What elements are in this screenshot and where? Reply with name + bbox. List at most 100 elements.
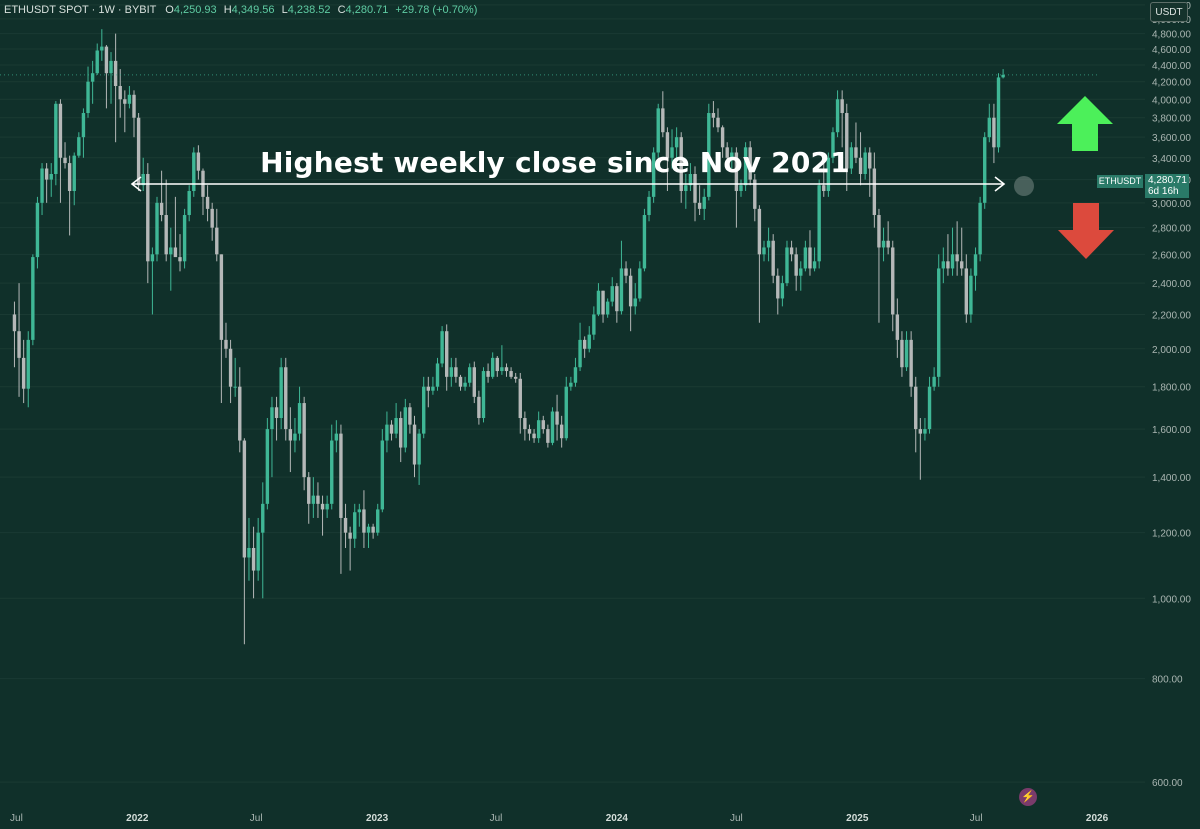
candle [831,127,835,164]
candle-body [881,240,886,248]
candle [17,283,21,397]
candle-body [408,407,412,425]
annotation-text: Highest weekly close since Nov 2021 [260,146,850,179]
candle-body [412,424,417,465]
candle-body [490,357,495,377]
candle-body [711,113,716,118]
candle [109,52,113,104]
candle [849,142,854,175]
candle [251,526,256,599]
candle [582,336,587,358]
candle [891,240,895,332]
candle [693,166,697,222]
candle [803,240,808,272]
candle [973,247,978,291]
candle-body [35,202,40,258]
candle [343,503,348,548]
candle-body [435,363,440,387]
candle-body [702,196,706,209]
x-tick-label: 2026 [1086,813,1109,824]
candle-body [863,152,867,175]
low-value: 4,238.52 [287,4,331,16]
candle [385,411,389,453]
candle [766,227,771,262]
candle [228,339,233,404]
candle-body [265,429,270,504]
candle-body [238,386,242,441]
candle [950,227,955,276]
candle [205,185,210,222]
candle-body [155,202,159,255]
currency-button[interactable]: USDT [1150,2,1188,22]
candle-body [757,208,762,255]
candle-body [624,268,628,276]
candle [923,418,927,441]
candle-body [937,268,941,377]
candle [63,142,67,169]
candle [141,157,145,192]
candle [490,352,495,379]
candle [380,429,385,513]
candle-body [835,99,840,133]
candle [242,438,247,645]
candle [178,234,182,272]
candle [688,163,693,192]
candle [463,376,467,391]
x-tick-label: 2023 [366,813,389,824]
candle-body [960,261,964,269]
candle-body [638,268,642,299]
candle-body [633,298,637,307]
candle-body [104,46,109,74]
candle [233,357,237,397]
candle [523,411,527,441]
candle [628,268,633,332]
candle [799,261,803,291]
tradingview-logo-icon[interactable]: ⚡ [1019,788,1037,806]
y-tick-label: 1,400.00 [1152,473,1191,484]
candle-body [559,424,564,439]
candle-body [932,376,936,387]
candle-body [31,257,35,340]
candle-body [320,503,325,510]
candle [812,247,817,272]
candle-body [334,433,339,441]
candle [596,283,601,317]
candle-body [582,339,587,349]
y-tick-label: 800.00 [1152,675,1183,686]
candle [449,357,453,387]
candle [642,208,647,272]
x-tick-label: Jul [490,813,503,824]
candle [904,331,909,372]
candle-body [40,168,44,203]
candle [320,495,325,536]
candle-body [914,386,918,430]
candle [702,188,706,221]
candle [35,196,40,269]
candle [730,147,734,169]
candle-body [261,503,265,533]
candle-body [900,339,904,368]
candle-body [307,477,311,504]
candle-body [716,117,720,128]
candle [187,185,191,222]
candle-body [440,331,444,364]
candle-body [150,254,155,262]
candle-body [348,532,352,539]
candle [412,415,417,478]
highlight-circle [1014,176,1034,196]
candle-body [302,403,306,478]
candle-body [923,429,927,434]
candle [435,357,440,391]
x-tick-label: 2025 [846,813,869,824]
y-tick-label: 4,400.00 [1152,61,1191,72]
candle-body [918,429,923,434]
candle [376,503,380,536]
candle [587,326,591,353]
candle [316,482,320,518]
candle-body [665,132,670,158]
x-tick-label: 2022 [126,813,149,824]
candle-body [642,215,647,269]
candle [100,29,104,61]
